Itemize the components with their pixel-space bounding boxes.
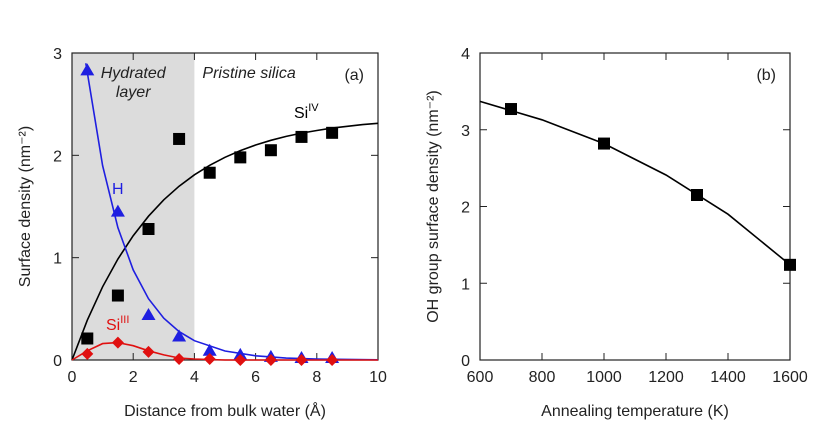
- y-tick-label: 0: [53, 353, 62, 370]
- y-tick-label: 1: [53, 251, 62, 268]
- marker: [172, 329, 187, 342]
- annotation: Pristine silica: [202, 65, 295, 82]
- marker: [326, 126, 339, 139]
- x-tick-label: 600: [467, 369, 494, 386]
- series-name: Si: [106, 317, 120, 334]
- marker: [295, 354, 308, 366]
- marker: [234, 354, 247, 366]
- panel-label: (b): [756, 67, 776, 84]
- series-label: SiIII: [106, 314, 129, 334]
- x-tick-label: 800: [529, 369, 556, 386]
- x-tick-label: 1400: [710, 369, 746, 386]
- series-name: H: [112, 181, 124, 198]
- y-tick-label: 2: [53, 148, 62, 165]
- x-tick-label: 2: [129, 369, 138, 386]
- marker: [111, 289, 124, 302]
- y-tick-label: 4: [461, 46, 470, 63]
- marker: [203, 352, 216, 365]
- y-tick-label: 3: [461, 123, 470, 140]
- marker: [264, 144, 277, 157]
- panel-label: (a): [344, 67, 364, 84]
- marker: [142, 223, 155, 236]
- marker: [203, 166, 216, 179]
- plot-frame: [479, 52, 791, 361]
- series-label: H: [112, 181, 124, 198]
- y-tick-label: 1: [461, 276, 470, 293]
- series-superscript: III: [120, 314, 129, 326]
- marker: [326, 354, 339, 366]
- marker: [110, 204, 125, 217]
- marker: [598, 137, 610, 150]
- series-label: SiIV: [294, 102, 319, 122]
- y-axis-label: Surface density (nm⁻²): [17, 126, 34, 287]
- series-superscript: IV: [308, 102, 319, 114]
- marker: [784, 258, 796, 271]
- annotation: Hydrated: [101, 65, 167, 82]
- y-tick-label: 3: [53, 46, 62, 63]
- marker: [81, 347, 94, 360]
- x-tick-label: 6: [251, 369, 260, 386]
- x-tick-label: 1000: [586, 369, 622, 386]
- marker: [173, 352, 186, 365]
- x-tick-label: 1200: [648, 369, 684, 386]
- annotation: layer: [116, 84, 151, 101]
- y-tick-label: 0: [461, 353, 470, 370]
- marker: [142, 345, 155, 358]
- marker: [691, 188, 703, 201]
- marker: [81, 332, 94, 345]
- marker: [80, 63, 95, 76]
- fit-line: [479, 100, 791, 266]
- x-axis-label: Annealing temperature (K): [541, 403, 729, 420]
- marker: [141, 307, 156, 320]
- marker: [173, 132, 186, 145]
- x-tick-label: 1600: [772, 369, 808, 386]
- x-axis-label: Distance from bulk water (Å): [124, 401, 326, 420]
- series-name: Si: [294, 105, 308, 122]
- marker: [505, 103, 517, 116]
- marker: [264, 354, 277, 366]
- x-tick-label: 0: [68, 369, 77, 386]
- marker: [111, 336, 124, 349]
- marker: [295, 130, 308, 143]
- y-axis-label: OH group surface density (nm⁻²): [425, 90, 442, 323]
- marker: [234, 151, 247, 164]
- marker: [202, 343, 217, 356]
- y-tick-label: 2: [461, 200, 470, 217]
- x-tick-label: 10: [369, 369, 387, 386]
- marker: [233, 347, 248, 360]
- x-tick-label: 8: [312, 369, 321, 386]
- x-tick-label: 4: [190, 369, 199, 386]
